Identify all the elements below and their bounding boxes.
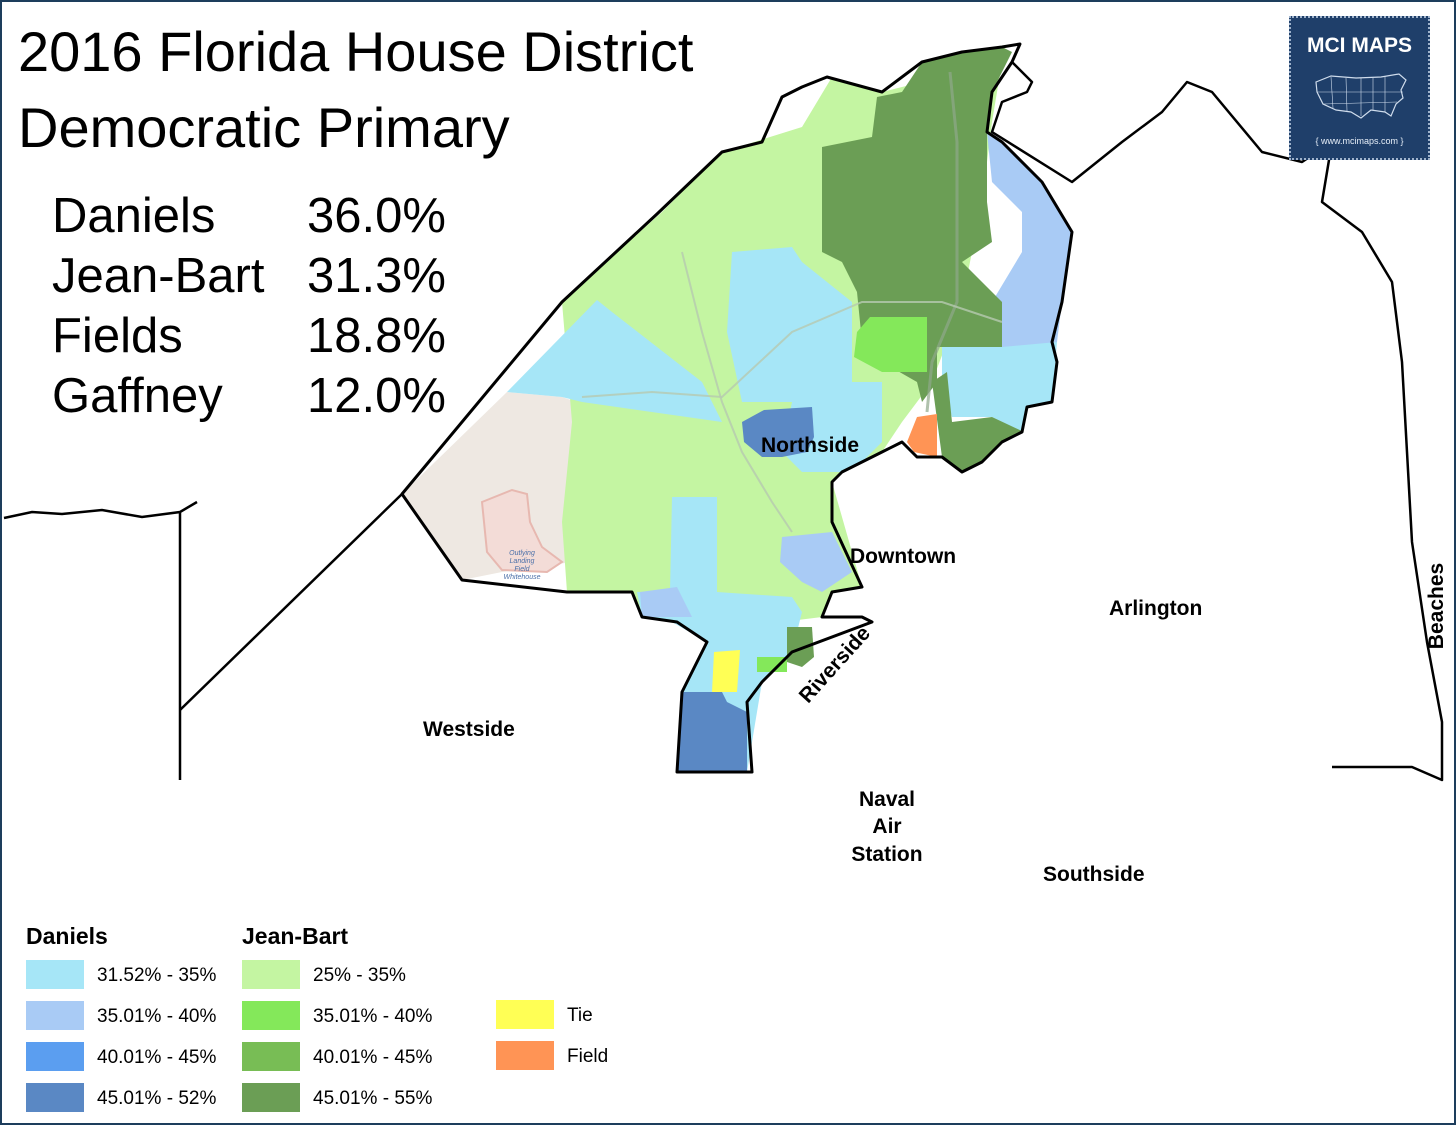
precinct-daniels-35-40-east xyxy=(987,132,1072,347)
westside-boundary-line xyxy=(179,493,403,711)
place-label-westside: Westside xyxy=(423,718,515,741)
precinct-daniels-35-40-sw xyxy=(640,587,692,617)
legend-label-jean-bart-1: 25% - 35% xyxy=(313,965,406,986)
precinct-daniels-31-35-south xyxy=(637,497,802,772)
legend-label-jean-bart-2: 35.01% - 40% xyxy=(313,1006,433,1027)
interstate-295-line xyxy=(581,301,1003,399)
airfield-label-line-2: Landing xyxy=(509,558,535,565)
legend-swatch-jean-bart-3 xyxy=(242,1042,300,1071)
precinct-daniels-31-35-west xyxy=(507,300,722,422)
interstate-95-line xyxy=(925,71,959,413)
precinct-jb-45-55-north xyxy=(822,47,1012,402)
logo-subtitle: { www.mcimaps.com } xyxy=(1315,136,1404,146)
map-title-line-2: Democratic Primary xyxy=(18,96,510,159)
legend-swatch-daniels-4 xyxy=(26,1083,84,1112)
legend-swatch-field xyxy=(496,1041,554,1070)
county-line-west xyxy=(3,500,198,780)
legend-swatch-jean-bart-1 xyxy=(242,960,300,989)
legend-swatch-jean-bart-4 xyxy=(242,1083,300,1112)
us-1-line xyxy=(681,251,793,533)
place-label-southside: Southside xyxy=(1043,863,1145,886)
result-percent-1: 36.0% xyxy=(307,189,446,243)
result-candidate-3: Fields xyxy=(52,309,183,363)
result-percent-4: 12.0% xyxy=(307,369,446,423)
precinct-jb-35-40-south xyxy=(757,657,787,672)
place-label-northside: Northside xyxy=(761,434,860,457)
legend-label-daniels-3: 40.01% - 45% xyxy=(97,1047,217,1068)
airfield-label-line-1: Outlying xyxy=(509,550,535,557)
legend-label-jean-bart-3: 40.01% - 45% xyxy=(313,1047,433,1068)
airfield-label-line-3: Field Whitehouse xyxy=(503,566,541,581)
map-title-line-1: 2016 Florida House District xyxy=(18,20,694,83)
precinct-daniels-45-52-northside xyxy=(742,407,814,457)
result-percent-3: 18.8% xyxy=(307,309,446,363)
logo-title: MCI MAPS xyxy=(1307,34,1412,57)
us-map-icon xyxy=(1315,73,1407,119)
mci-maps-logo: MCI MAPS { www.mcimaps.com } xyxy=(1289,16,1430,160)
precinct-daniels-35-40-downtown xyxy=(780,532,852,592)
precinct-jb-35-40-north xyxy=(854,317,927,372)
legend-swatch-daniels-1 xyxy=(26,960,84,989)
result-candidate-2: Jean-Bart xyxy=(52,249,265,303)
legend-label-daniels-2: 35.01% - 40% xyxy=(97,1006,217,1027)
legend-swatch-daniels-2 xyxy=(26,1001,84,1030)
district-outline xyxy=(400,42,1074,774)
place-label-nas-line-3: Station xyxy=(851,843,923,866)
legend-swatch-daniels-3 xyxy=(26,1042,84,1071)
result-candidate-1: Daniels xyxy=(52,189,216,243)
place-label-nas-line-2: Air xyxy=(872,815,902,838)
precinct-field xyxy=(907,414,937,457)
legend-heading-jean-bart: Jean-Bart xyxy=(242,923,349,949)
precinct-jb-45-55-east xyxy=(932,372,1024,472)
precinct-daniels-31-35-east xyxy=(942,342,1057,432)
result-candidate-4: Gaffney xyxy=(52,369,223,423)
place-label-nas-line-1: Naval xyxy=(858,788,916,811)
airfield-outline xyxy=(480,488,564,574)
airfield-label: Outlying Landing Field Whitehouse xyxy=(502,550,542,582)
legend-heading-daniels: Daniels xyxy=(26,923,108,949)
place-label-downtown: Downtown xyxy=(850,545,957,568)
precinct-tie xyxy=(712,650,740,692)
precinct-jb-45-55-riverside xyxy=(787,627,814,667)
result-percent-2: 31.3% xyxy=(307,249,446,303)
precinct-daniels-45-52-south xyxy=(677,692,747,772)
legend-label-jean-bart-4: 45.01% - 55% xyxy=(313,1088,433,1109)
arlington-boundary-line xyxy=(990,61,1444,782)
legend-swatch-jean-bart-2 xyxy=(242,1001,300,1030)
place-label-beaches: Beaches xyxy=(1425,562,1449,650)
legend-label-field: Field xyxy=(567,1046,609,1067)
legend-label-daniels-1: 31.52% - 35% xyxy=(97,965,217,986)
legend-label-tie: Tie xyxy=(567,1005,593,1026)
legend-label-daniels-4: 45.01% - 52% xyxy=(97,1088,217,1109)
place-label-arlington: Arlington xyxy=(1109,597,1203,620)
legend-swatch-tie xyxy=(496,1000,554,1029)
